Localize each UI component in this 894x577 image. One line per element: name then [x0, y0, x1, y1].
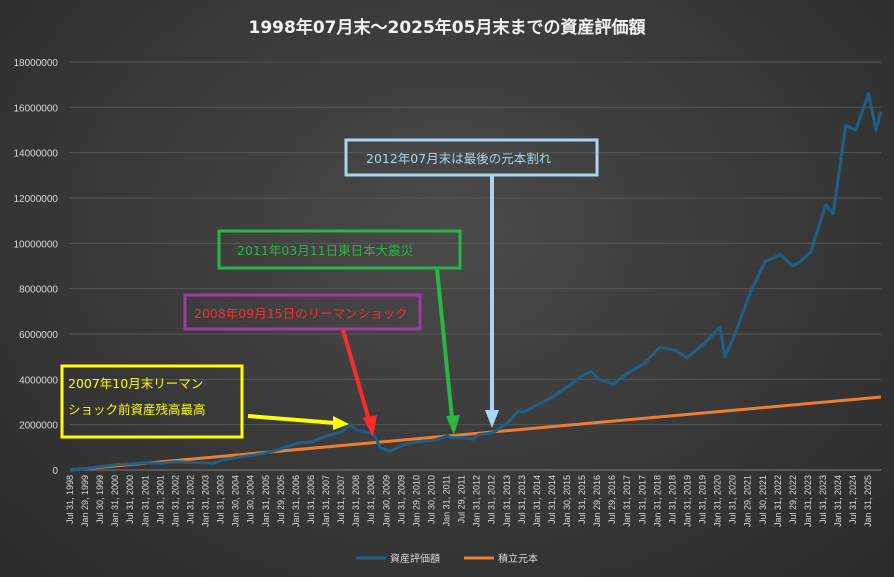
annotation-2007-line1: 2007年10月末リーマン: [68, 376, 203, 391]
x-tick-label: Jul 31, 2003: [216, 475, 226, 524]
x-tick-label: Jan 31, 2022: [773, 475, 783, 527]
annotation-2012-below-principal: 2012年07月末は最後の元本割れ: [344, 138, 599, 428]
y-tick-label: 8000000: [19, 285, 58, 296]
series-lines: [69, 92, 883, 472]
annotation-2011-arrow: [435, 268, 454, 419]
x-tick-label: Jan 30, 2004: [231, 475, 241, 527]
annotation-2008-label: 2008年09月15日のリーマンショック: [194, 306, 408, 321]
x-tick-label: Jul 30, 2010: [426, 475, 436, 524]
annotation-2007-line2: ショック前資産残高最高: [68, 402, 206, 417]
x-tick-label: Jan 31, 2017: [622, 475, 632, 527]
x-tick-label: Jul 31, 2006: [306, 475, 316, 524]
x-tick-label: Jan 29, 2021: [743, 475, 753, 527]
x-tick-label: Jan 30, 2009: [381, 475, 391, 527]
x-tick-label: Jul 31, 2019: [698, 475, 708, 524]
x-tick-label: Jan 29, 2010: [411, 475, 421, 527]
annotation-2012-label: 2012年07月末は最後の元本割れ: [366, 151, 552, 166]
y-tick-label: 14000000: [14, 149, 59, 160]
annotation-2008-lehman: 2008年09月15日のリーマンショック: [183, 293, 422, 437]
x-tick-label: Jan 30, 2015: [562, 475, 572, 527]
y-tick-label: 6000000: [19, 330, 58, 341]
annotation-2008-box: [183, 293, 422, 331]
x-tick-label: Jul 31, 2007: [336, 475, 346, 524]
x-tick-label: Jul 29, 2011: [457, 475, 467, 523]
x-tick-label: Jan 31, 2020: [713, 475, 723, 527]
y-tick-label: 2000000: [19, 421, 58, 432]
annotation-2007-arrowhead: [333, 416, 349, 430]
x-tick-label: Jan 29, 2016: [592, 475, 602, 527]
annotation-2007-peak: 2007年10月末リーマン ショック前資産残高最高: [60, 364, 349, 439]
x-tick-label: Jan 31, 2002: [170, 475, 180, 527]
annotation-2008-arrow: [341, 329, 371, 421]
x-tick-label: Jan 31, 2012: [472, 475, 482, 527]
x-tick-label: Jan 31, 2003: [201, 475, 211, 527]
y-tick-label: 12000000: [14, 194, 59, 205]
y-tick-label: 16000000: [14, 103, 59, 114]
x-tick-label: Jan 31, 2024: [833, 475, 843, 527]
x-tick-label: Jan 31, 2025: [863, 475, 873, 527]
x-axis-ticks: Jul 31, 1998 Jan 29, 1999 Jul 30, 1999 Jan …: [65, 475, 873, 527]
legend-label-asset: 資産評価額: [390, 552, 440, 565]
x-tick-label: Jul 31, 2017: [637, 475, 647, 524]
x-tick-label: Jan 31, 2011: [442, 475, 452, 526]
annotation-2011-label: 2011年03月11日東日本大震災: [237, 243, 414, 258]
x-tick-label: Jul 31, 2020: [728, 475, 738, 524]
y-tick-label: 0: [52, 466, 58, 477]
x-tick-label: Jan 31, 2013: [502, 475, 512, 527]
legend-label-principal: 積立元本: [498, 552, 538, 565]
x-tick-label: Jul 31, 2008: [366, 475, 376, 524]
x-tick-label: Jul 30, 2004: [246, 475, 256, 524]
x-tick-label: Jul 31, 2001: [155, 475, 165, 524]
x-tick-label: Jan 31, 2000: [110, 475, 120, 527]
annotation-2011-box: [217, 229, 462, 270]
x-tick-label: Jul 31, 2018: [667, 475, 677, 524]
x-tick-label: Jul 31, 1998: [65, 475, 75, 524]
x-tick-label: Jul 31, 2023: [818, 475, 828, 524]
gridlines: [70, 61, 881, 471]
x-tick-label: Jan 29, 1999: [80, 475, 90, 527]
annotation-2011-arrowhead: [446, 415, 460, 435]
y-tick-label: 18000000: [14, 58, 59, 69]
x-tick-label: Jul 29, 2005: [276, 475, 286, 524]
annotation-2007-arrow: [247, 414, 336, 425]
x-tick-label: Jan 31, 2019: [682, 475, 692, 527]
x-tick-label: Jul 31, 2014: [547, 475, 557, 524]
x-tick-label: Jul 31, 2002: [185, 475, 195, 524]
annotation-2012-box: [344, 138, 599, 177]
x-tick-label: Jan 31, 2007: [321, 475, 331, 527]
x-tick-label: Jul 31, 2024: [848, 475, 858, 524]
x-tick-label: Jan 31, 2023: [803, 475, 813, 527]
annotation-2008-arrowhead: [363, 415, 377, 437]
y-tick-label: 4000000: [19, 375, 58, 386]
x-tick-label: Jul 30, 1999: [95, 475, 105, 524]
x-tick-label: Jul 30, 2021: [758, 475, 768, 524]
annotation-2011-earthquake: 2011年03月11日東日本大震災: [217, 229, 462, 435]
x-tick-label: Jul 29, 2022: [788, 475, 798, 524]
x-tick-label: Jul 31, 2013: [517, 475, 527, 524]
x-tick-label: Jan 31, 2001: [140, 475, 150, 527]
series-line-asset-value: [69, 92, 883, 472]
x-tick-label: Jan 31, 2006: [291, 475, 301, 527]
chart-title: 1998年07月末～2025年05月末までの資産評価額: [249, 17, 646, 38]
x-tick-label: Jan 31, 2005: [261, 475, 271, 527]
x-tick-label: Jan 31, 2014: [532, 475, 542, 527]
x-tick-label: Jan 31, 2018: [652, 475, 662, 527]
legend: 資産評価額 積立元本: [356, 552, 538, 565]
x-tick-label: Jul 31, 2009: [396, 475, 406, 524]
x-tick-label: Jul 31, 2000: [125, 475, 135, 524]
x-tick-label: Jul 31, 2012: [487, 475, 497, 524]
annotation-2007-box: [60, 364, 244, 439]
annotation-2012-arrowhead: [485, 410, 499, 428]
x-tick-label: Jan 31, 2008: [351, 475, 361, 527]
series-line-principal: [69, 395, 882, 472]
x-tick-label: Jul 31, 2015: [577, 475, 587, 524]
y-axis-ticks: 0 2000000 4000000 6000000 8000000 10000000 120…: [14, 58, 59, 477]
y-tick-label: 10000000: [14, 239, 59, 250]
x-tick-label: Jul 29, 2016: [607, 475, 617, 524]
